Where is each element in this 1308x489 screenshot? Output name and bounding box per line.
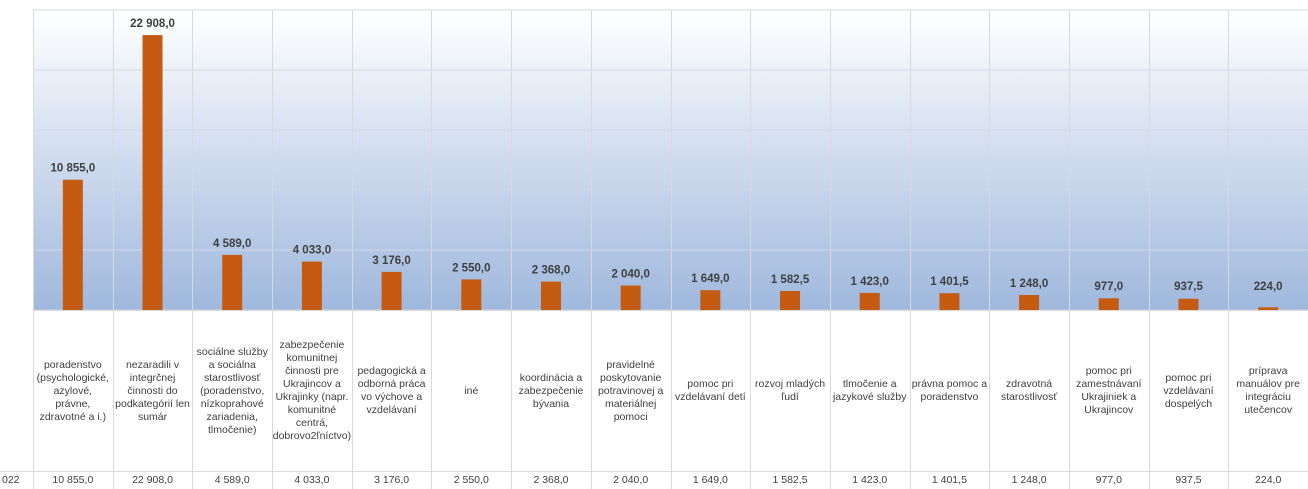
table-lines xyxy=(0,10,1308,489)
table-cell: 22 908,0 xyxy=(132,474,173,486)
table-cell: 1 423,0 xyxy=(852,474,888,486)
bar xyxy=(1178,298,1199,310)
data-label: 4 589,0 xyxy=(213,238,251,250)
category-label: rozvoj mladých ľudí xyxy=(755,378,826,403)
category-label: právna pomoc a poradenstvo xyxy=(911,378,988,403)
bar xyxy=(859,292,880,310)
category-label: zdravotná starostlivosť xyxy=(1000,378,1058,403)
table-cell: 10 855,0 xyxy=(52,474,94,486)
table-cell: 977,0 xyxy=(1095,474,1122,486)
category-label: tlmočenie a jazykové služby xyxy=(832,378,907,403)
table-cell: 3 176,0 xyxy=(374,474,410,486)
table-row-header: 022 xyxy=(2,474,20,486)
table-cell: 224,0 xyxy=(1255,474,1282,486)
data-label: 224,0 xyxy=(1254,281,1283,293)
data-label: 22 908,0 xyxy=(130,18,175,30)
data-label: 937,5 xyxy=(1174,281,1203,293)
data-label: 2 550,0 xyxy=(452,262,490,274)
bar xyxy=(142,35,163,310)
bar xyxy=(939,293,960,310)
category-label: nezaradili v integrčnej činnosti do podk… xyxy=(115,358,190,423)
bar xyxy=(1258,307,1279,310)
table-cell: 1 248,0 xyxy=(1011,474,1047,486)
bar xyxy=(62,179,83,310)
data-label: 1 423,0 xyxy=(851,276,889,288)
bar xyxy=(780,291,801,310)
table-cell: 1 401,5 xyxy=(931,474,967,486)
table-cell: 2 550,0 xyxy=(453,474,489,486)
table-cell: 4 589,0 xyxy=(214,474,250,486)
data-label: 4 033,0 xyxy=(293,245,331,257)
bar xyxy=(700,290,721,310)
bar xyxy=(540,281,561,310)
plot-area xyxy=(33,10,1308,310)
bar xyxy=(222,254,243,310)
data-label: 1 401,5 xyxy=(930,276,969,288)
data-label: 977,0 xyxy=(1094,281,1123,293)
table-cell: 1 582,5 xyxy=(772,474,808,486)
category-label: pomoc pri zamestnávaní Ukrajiniek a Ukra… xyxy=(1076,365,1142,416)
bar xyxy=(620,285,641,310)
table-cell: 2 368,0 xyxy=(533,474,569,486)
bar xyxy=(301,261,322,310)
category-label: koordinácia a zabezpečenie bývania xyxy=(518,371,584,410)
category-label: pomoc pri vzdelávaní detí xyxy=(675,378,746,403)
category-label: pravidelné poskytovanie potravinovej a m… xyxy=(597,358,664,423)
data-label: 3 176,0 xyxy=(372,255,410,267)
category-label: poradenstvo (psychologické, azylové, prá… xyxy=(36,358,110,423)
data-label: 1 248,0 xyxy=(1010,278,1048,290)
table-cell: 1 649,0 xyxy=(692,474,728,486)
data-labels: 10 855,0 22 908,0 4 589,0 4 033,0 3 176,0 2 5… xyxy=(50,18,1282,293)
category-label: pomoc pri vzdelávaní dospelých xyxy=(1163,371,1214,410)
bar xyxy=(461,279,482,310)
table-cell: 937,5 xyxy=(1175,474,1202,486)
category-label: pedagogická a odborná práca vo výchove a… xyxy=(357,365,426,416)
data-label: 2 040,0 xyxy=(611,269,649,281)
bars xyxy=(62,35,1279,310)
data-label: 10 855,0 xyxy=(50,163,95,175)
category-label: sociálne služby a sociálna starostlivosť… xyxy=(196,345,268,436)
data-label: 1 582,5 xyxy=(771,274,810,286)
data-label: 1 649,0 xyxy=(691,273,729,285)
data-label: 2 368,0 xyxy=(532,265,570,277)
category-label: zabezpečenie komunitnej činnosti pre Ukr… xyxy=(272,339,352,442)
bar xyxy=(1098,298,1119,310)
table-cell: 2 040,0 xyxy=(613,474,649,486)
bar xyxy=(1019,295,1040,310)
category-label: príprava manuálov pre integráciu utečenc… xyxy=(1236,365,1300,416)
category-label: iné xyxy=(464,384,479,397)
bar xyxy=(381,271,402,310)
table-cell: 4 033,0 xyxy=(294,474,330,486)
